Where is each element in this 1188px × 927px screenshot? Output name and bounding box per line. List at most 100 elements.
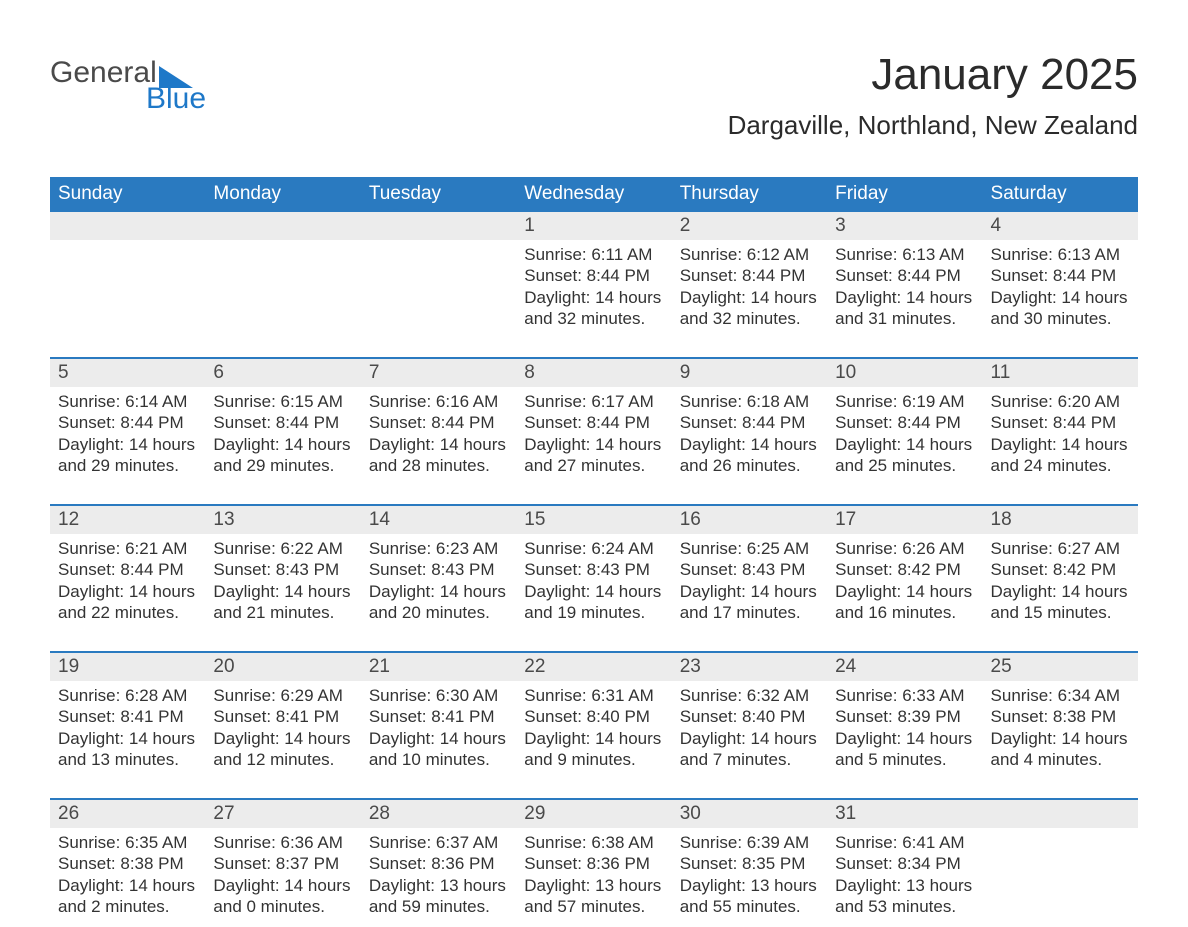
sunrise-text: Sunrise: 6:16 AM xyxy=(369,391,506,412)
day-cell: Sunrise: 6:17 AMSunset: 8:44 PMDaylight:… xyxy=(516,387,671,478)
sunrise-text: Sunrise: 6:25 AM xyxy=(680,538,817,559)
day-cell: Sunrise: 6:34 AMSunset: 8:38 PMDaylight:… xyxy=(983,681,1138,772)
sunset-text: Sunset: 8:35 PM xyxy=(680,853,817,874)
sunset-text: Sunset: 8:44 PM xyxy=(524,412,661,433)
sunset-text: Sunset: 8:36 PM xyxy=(369,853,506,874)
day-number: 13 xyxy=(205,506,360,534)
day-cell: Sunrise: 6:12 AMSunset: 8:44 PMDaylight:… xyxy=(672,240,827,331)
weeks-container: ...1234...Sunrise: 6:11 AMSunset: 8:44 P… xyxy=(50,212,1138,927)
day-cell: Sunrise: 6:30 AMSunset: 8:41 PMDaylight:… xyxy=(361,681,516,772)
daylight-text: Daylight: 14 hours and 13 minutes. xyxy=(58,728,195,771)
logo-word-blue: Blue xyxy=(50,84,206,114)
daylight-text: Daylight: 14 hours and 12 minutes. xyxy=(213,728,350,771)
day-number: 17 xyxy=(827,506,982,534)
daylight-text: Daylight: 14 hours and 0 minutes. xyxy=(213,875,350,918)
sunset-text: Sunset: 8:40 PM xyxy=(680,706,817,727)
day-cell: Sunrise: 6:26 AMSunset: 8:42 PMDaylight:… xyxy=(827,534,982,625)
calendar-week: ...1234...Sunrise: 6:11 AMSunset: 8:44 P… xyxy=(50,212,1138,357)
sunrise-text: Sunrise: 6:38 AM xyxy=(524,832,661,853)
daylight-text: Daylight: 14 hours and 25 minutes. xyxy=(835,434,972,477)
daylight-text: Daylight: 14 hours and 4 minutes. xyxy=(991,728,1128,771)
sunrise-text: Sunrise: 6:33 AM xyxy=(835,685,972,706)
day-cell: Sunrise: 6:13 AMSunset: 8:44 PMDaylight:… xyxy=(983,240,1138,331)
sunset-text: Sunset: 8:41 PM xyxy=(58,706,195,727)
day-number-row: 262728293031. xyxy=(50,800,1138,828)
sunrise-text: Sunrise: 6:31 AM xyxy=(524,685,661,706)
sunset-text: Sunset: 8:38 PM xyxy=(58,853,195,874)
sunset-text: Sunset: 8:44 PM xyxy=(680,265,817,286)
day-cell: Sunrise: 6:38 AMSunset: 8:36 PMDaylight:… xyxy=(516,828,671,919)
day-cell: Sunrise: 6:41 AMSunset: 8:34 PMDaylight:… xyxy=(827,828,982,919)
day-number: 4 xyxy=(983,212,1138,240)
day-number: 26 xyxy=(50,800,205,828)
sunrise-text: Sunrise: 6:37 AM xyxy=(369,832,506,853)
sunset-text: Sunset: 8:34 PM xyxy=(835,853,972,874)
day-number-row: ...1234 xyxy=(50,212,1138,240)
sunset-text: Sunset: 8:44 PM xyxy=(524,265,661,286)
day-cell: Sunrise: 6:32 AMSunset: 8:40 PMDaylight:… xyxy=(672,681,827,772)
day-cell: Sunrise: 6:11 AMSunset: 8:44 PMDaylight:… xyxy=(516,240,671,331)
day-number: 28 xyxy=(361,800,516,828)
day-number: 10 xyxy=(827,359,982,387)
daylight-text: Daylight: 14 hours and 17 minutes. xyxy=(680,581,817,624)
day-cell: Sunrise: 6:39 AMSunset: 8:35 PMDaylight:… xyxy=(672,828,827,919)
day-number: 1 xyxy=(516,212,671,240)
sunrise-text: Sunrise: 6:11 AM xyxy=(524,244,661,265)
daylight-text: Daylight: 14 hours and 5 minutes. xyxy=(835,728,972,771)
day-number: 9 xyxy=(672,359,827,387)
daylight-text: Daylight: 14 hours and 19 minutes. xyxy=(524,581,661,624)
calendar-week: 262728293031.Sunrise: 6:35 AMSunset: 8:3… xyxy=(50,798,1138,927)
sunset-text: Sunset: 8:43 PM xyxy=(213,559,350,580)
sunset-text: Sunset: 8:41 PM xyxy=(369,706,506,727)
day-cell: Sunrise: 6:20 AMSunset: 8:44 PMDaylight:… xyxy=(983,387,1138,478)
daylight-text: Daylight: 14 hours and 15 minutes. xyxy=(991,581,1128,624)
daylight-text: Daylight: 14 hours and 9 minutes. xyxy=(524,728,661,771)
daylight-text: Daylight: 14 hours and 16 minutes. xyxy=(835,581,972,624)
daylight-text: Daylight: 14 hours and 27 minutes. xyxy=(524,434,661,477)
daylight-text: Daylight: 13 hours and 59 minutes. xyxy=(369,875,506,918)
sunset-text: Sunset: 8:43 PM xyxy=(369,559,506,580)
sunrise-text: Sunrise: 6:22 AM xyxy=(213,538,350,559)
day-number: 23 xyxy=(672,653,827,681)
month-title: January 2025 xyxy=(728,50,1138,100)
sunset-text: Sunset: 8:39 PM xyxy=(835,706,972,727)
sunset-text: Sunset: 8:43 PM xyxy=(680,559,817,580)
day-cell: Sunrise: 6:24 AMSunset: 8:43 PMDaylight:… xyxy=(516,534,671,625)
daylight-text: Daylight: 14 hours and 21 minutes. xyxy=(213,581,350,624)
sunrise-text: Sunrise: 6:29 AM xyxy=(213,685,350,706)
day-cell: Sunrise: 6:36 AMSunset: 8:37 PMDaylight:… xyxy=(205,828,360,919)
day-body-row: Sunrise: 6:14 AMSunset: 8:44 PMDaylight:… xyxy=(50,387,1138,504)
weekday-header: Wednesday xyxy=(516,177,671,212)
day-cell: Sunrise: 6:37 AMSunset: 8:36 PMDaylight:… xyxy=(361,828,516,919)
sunrise-text: Sunrise: 6:24 AM xyxy=(524,538,661,559)
sunrise-text: Sunrise: 6:28 AM xyxy=(58,685,195,706)
day-number: 15 xyxy=(516,506,671,534)
day-number-row: 19202122232425 xyxy=(50,653,1138,681)
day-number: 21 xyxy=(361,653,516,681)
day-number: 7 xyxy=(361,359,516,387)
sunrise-text: Sunrise: 6:32 AM xyxy=(680,685,817,706)
logo: General Blue xyxy=(50,50,206,114)
sunrise-text: Sunrise: 6:15 AM xyxy=(213,391,350,412)
sunset-text: Sunset: 8:36 PM xyxy=(524,853,661,874)
sunrise-text: Sunrise: 6:18 AM xyxy=(680,391,817,412)
day-number: 12 xyxy=(50,506,205,534)
sunset-text: Sunset: 8:41 PM xyxy=(213,706,350,727)
sunrise-text: Sunrise: 6:35 AM xyxy=(58,832,195,853)
sunset-text: Sunset: 8:44 PM xyxy=(58,559,195,580)
day-number: 27 xyxy=(205,800,360,828)
day-number: 31 xyxy=(827,800,982,828)
day-cell: Sunrise: 6:27 AMSunset: 8:42 PMDaylight:… xyxy=(983,534,1138,625)
sunrise-text: Sunrise: 6:19 AM xyxy=(835,391,972,412)
day-body-row: Sunrise: 6:28 AMSunset: 8:41 PMDaylight:… xyxy=(50,681,1138,798)
sunrise-text: Sunrise: 6:13 AM xyxy=(835,244,972,265)
day-number: 14 xyxy=(361,506,516,534)
day-cell: Sunrise: 6:35 AMSunset: 8:38 PMDaylight:… xyxy=(50,828,205,919)
daylight-text: Daylight: 14 hours and 29 minutes. xyxy=(213,434,350,477)
day-cell: Sunrise: 6:28 AMSunset: 8:41 PMDaylight:… xyxy=(50,681,205,772)
daylight-text: Daylight: 14 hours and 20 minutes. xyxy=(369,581,506,624)
weekday-header: Sunday xyxy=(50,177,205,212)
day-number: 20 xyxy=(205,653,360,681)
sunrise-text: Sunrise: 6:34 AM xyxy=(991,685,1128,706)
weekday-header: Tuesday xyxy=(361,177,516,212)
